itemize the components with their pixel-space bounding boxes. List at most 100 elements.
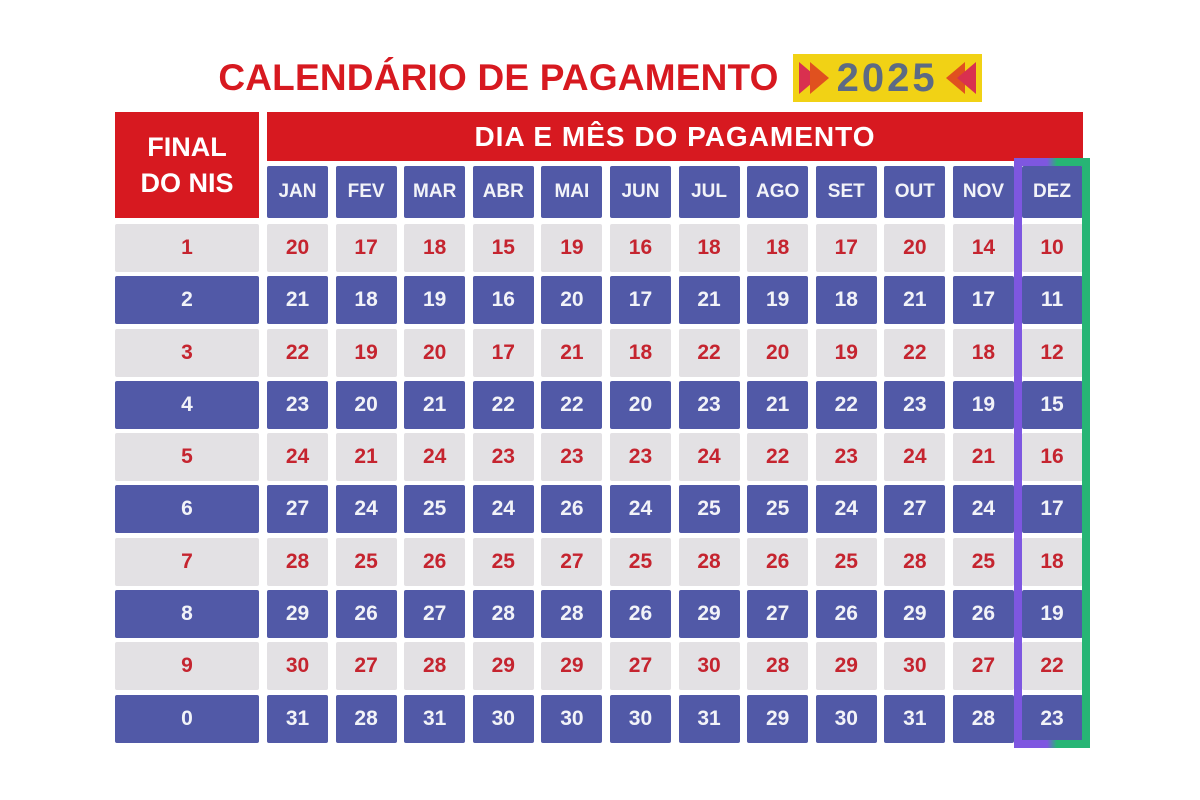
table-row-nis-3: 3 22 19 20 17 21 18 22 20 19 22 18 12 bbox=[115, 328, 1083, 377]
day-cell-ago: 20 bbox=[747, 328, 809, 377]
day-cell-nov: 14 bbox=[952, 224, 1014, 272]
day-cell-nov: 19 bbox=[952, 380, 1014, 429]
day-cell-nov: 18 bbox=[952, 328, 1014, 377]
day-cell-abr: 23 bbox=[472, 433, 534, 482]
day-cell-jan: 24 bbox=[267, 433, 328, 482]
payment-calendar-table: FINAL DO NIS DIA E MÊS DO PAGAMENTO JAN F… bbox=[115, 112, 1083, 747]
day-cell-jan: 28 bbox=[267, 537, 328, 586]
month-header-fev: FEV bbox=[335, 166, 397, 218]
day-cell-mar: 20 bbox=[404, 328, 466, 377]
double-arrow-right-icon bbox=[798, 62, 829, 94]
day-cell-mar: 19 bbox=[404, 276, 466, 325]
day-cell-jul: 29 bbox=[678, 590, 740, 639]
day-cells: 27 24 25 24 26 24 25 25 24 27 24 17 bbox=[267, 485, 1083, 534]
day-cell-set: 29 bbox=[815, 642, 877, 691]
day-cell-set: 18 bbox=[815, 276, 877, 325]
day-cell-mai: 28 bbox=[541, 590, 603, 639]
day-cell-out: 21 bbox=[884, 276, 946, 325]
day-cell-jan: 31 bbox=[267, 694, 328, 743]
day-cell-fev: 27 bbox=[335, 642, 397, 691]
day-cell-mai: 26 bbox=[541, 485, 603, 534]
day-cell-fev: 25 bbox=[335, 537, 397, 586]
nis-cell: 2 bbox=[115, 276, 259, 325]
day-cell-fev: 26 bbox=[335, 590, 397, 639]
day-cell-jul: 24 bbox=[678, 433, 740, 482]
day-cell-mai: 27 bbox=[541, 537, 603, 586]
day-cell-jan: 20 bbox=[267, 224, 328, 272]
day-cell-fev: 18 bbox=[335, 276, 397, 325]
day-cell-dez: 23 bbox=[1021, 694, 1083, 743]
day-cell-fev: 21 bbox=[335, 433, 397, 482]
day-cells: 30 27 28 29 29 27 30 28 29 30 27 22 bbox=[267, 642, 1083, 691]
day-cell-fev: 20 bbox=[335, 380, 397, 429]
day-cell-jul: 18 bbox=[678, 224, 740, 272]
day-cell-ago: 21 bbox=[747, 380, 809, 429]
day-cell-jul: 23 bbox=[678, 380, 740, 429]
day-cell-jan: 21 bbox=[267, 276, 328, 325]
day-cell-abr: 28 bbox=[472, 590, 534, 639]
day-cell-dez: 11 bbox=[1021, 276, 1083, 325]
nis-cell: 7 bbox=[115, 537, 259, 586]
day-cell-jun: 25 bbox=[609, 537, 671, 586]
table-row-nis-2: 2 21 18 19 16 20 17 21 19 18 21 17 11 bbox=[115, 276, 1083, 325]
day-cell-jan: 29 bbox=[267, 590, 328, 639]
day-cell-dez: 19 bbox=[1021, 590, 1083, 639]
day-cell-abr: 22 bbox=[472, 380, 534, 429]
day-cell-dez: 16 bbox=[1021, 433, 1083, 482]
day-cell-dez: 17 bbox=[1021, 485, 1083, 534]
day-cell-jul: 25 bbox=[678, 485, 740, 534]
table-row-nis-4: 4 23 20 21 22 22 20 23 21 22 23 19 15 bbox=[115, 380, 1083, 429]
day-cell-nov: 28 bbox=[952, 694, 1014, 743]
day-cell-ago: 19 bbox=[747, 276, 809, 325]
day-cell-mai: 30 bbox=[541, 694, 603, 743]
day-cell-jan: 30 bbox=[267, 642, 328, 691]
day-cell-ago: 25 bbox=[747, 485, 809, 534]
day-cell-mar: 18 bbox=[404, 224, 466, 272]
table-row-nis-8: 8 29 26 27 28 28 26 29 27 26 29 26 19 bbox=[115, 590, 1083, 639]
month-header-jul: JUL bbox=[678, 166, 740, 218]
day-cell-set: 24 bbox=[815, 485, 877, 534]
day-cell-ago: 18 bbox=[747, 224, 809, 272]
table-row-nis-1: 1 20 17 18 15 19 16 18 18 17 20 14 10 bbox=[115, 224, 1083, 272]
month-header-dez: DEZ bbox=[1021, 166, 1083, 218]
day-cell-out: 20 bbox=[884, 224, 946, 272]
day-cell-out: 27 bbox=[884, 485, 946, 534]
table-row-nis-0: 0 31 28 31 30 30 30 31 29 30 31 28 23 bbox=[115, 694, 1083, 743]
day-cell-out: 31 bbox=[884, 694, 946, 743]
day-cell-abr: 25 bbox=[472, 537, 534, 586]
day-cell-out: 22 bbox=[884, 328, 946, 377]
day-cell-mar: 31 bbox=[404, 694, 466, 743]
year-badge: 2025 bbox=[792, 54, 982, 102]
day-cell-abr: 17 bbox=[472, 328, 534, 377]
table-header: FINAL DO NIS DIA E MÊS DO PAGAMENTO JAN F… bbox=[115, 112, 1083, 218]
day-cell-mai: 21 bbox=[541, 328, 603, 377]
day-cell-jul: 22 bbox=[678, 328, 740, 377]
day-cell-ago: 29 bbox=[747, 694, 809, 743]
day-cell-jul: 31 bbox=[678, 694, 740, 743]
day-cell-mar: 25 bbox=[404, 485, 466, 534]
month-header-out: OUT bbox=[884, 166, 946, 218]
day-cells: 20 17 18 15 19 16 18 18 17 20 14 10 bbox=[267, 224, 1083, 272]
day-cells: 31 28 31 30 30 30 31 29 30 31 28 23 bbox=[267, 694, 1083, 743]
day-cell-nov: 25 bbox=[952, 537, 1014, 586]
day-cell-set: 30 bbox=[815, 694, 877, 743]
day-cell-set: 23 bbox=[815, 433, 877, 482]
day-cell-jun: 18 bbox=[609, 328, 671, 377]
day-cell-jun: 26 bbox=[609, 590, 671, 639]
page-title: CALENDÁRIO DE PAGAMENTO bbox=[218, 57, 779, 98]
day-cell-fev: 28 bbox=[335, 694, 397, 743]
arrow-right-icon bbox=[809, 62, 829, 94]
nis-header-cell: FINAL DO NIS bbox=[115, 112, 259, 218]
day-cell-jun: 27 bbox=[609, 642, 671, 691]
day-cell-nov: 27 bbox=[952, 642, 1014, 691]
day-cell-jun: 23 bbox=[609, 433, 671, 482]
day-cell-mai: 29 bbox=[541, 642, 603, 691]
day-cell-abr: 15 bbox=[472, 224, 534, 272]
day-cell-mar: 24 bbox=[404, 433, 466, 482]
day-cell-out: 23 bbox=[884, 380, 946, 429]
day-cell-mar: 26 bbox=[404, 537, 466, 586]
day-cell-nov: 24 bbox=[952, 485, 1014, 534]
day-cell-jun: 24 bbox=[609, 485, 671, 534]
day-cell-abr: 30 bbox=[472, 694, 534, 743]
day-cell-jun: 30 bbox=[609, 694, 671, 743]
